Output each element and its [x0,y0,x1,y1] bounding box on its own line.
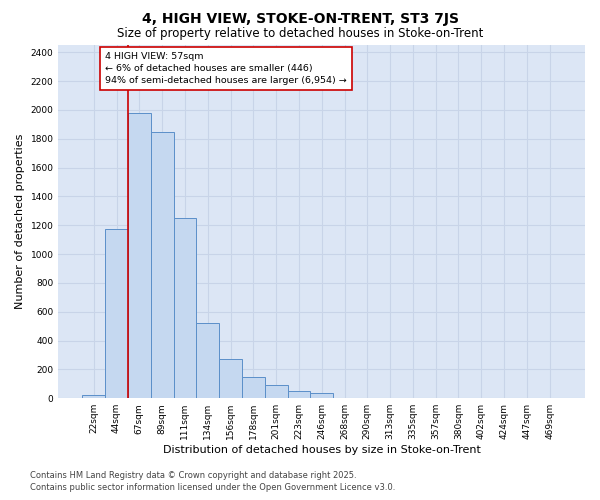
Text: Contains HM Land Registry data © Crown copyright and database right 2025.
Contai: Contains HM Land Registry data © Crown c… [30,471,395,492]
Y-axis label: Number of detached properties: Number of detached properties [15,134,25,310]
Bar [128,114,151,398]
Bar [173,218,196,398]
Bar [196,322,219,398]
Bar [219,358,242,398]
Bar [151,132,173,398]
Bar [242,376,265,398]
Bar [310,393,333,398]
Text: 4, HIGH VIEW, STOKE-ON-TRENT, ST3 7JS: 4, HIGH VIEW, STOKE-ON-TRENT, ST3 7JS [142,12,458,26]
Bar [287,391,310,398]
Bar [105,229,128,398]
Text: Size of property relative to detached houses in Stoke-on-Trent: Size of property relative to detached ho… [117,28,483,40]
Bar [265,385,287,398]
Bar [82,394,105,398]
Text: 4 HIGH VIEW: 57sqm
← 6% of detached houses are smaller (446)
94% of semi-detache: 4 HIGH VIEW: 57sqm ← 6% of detached hous… [105,52,347,85]
X-axis label: Distribution of detached houses by size in Stoke-on-Trent: Distribution of detached houses by size … [163,445,481,455]
